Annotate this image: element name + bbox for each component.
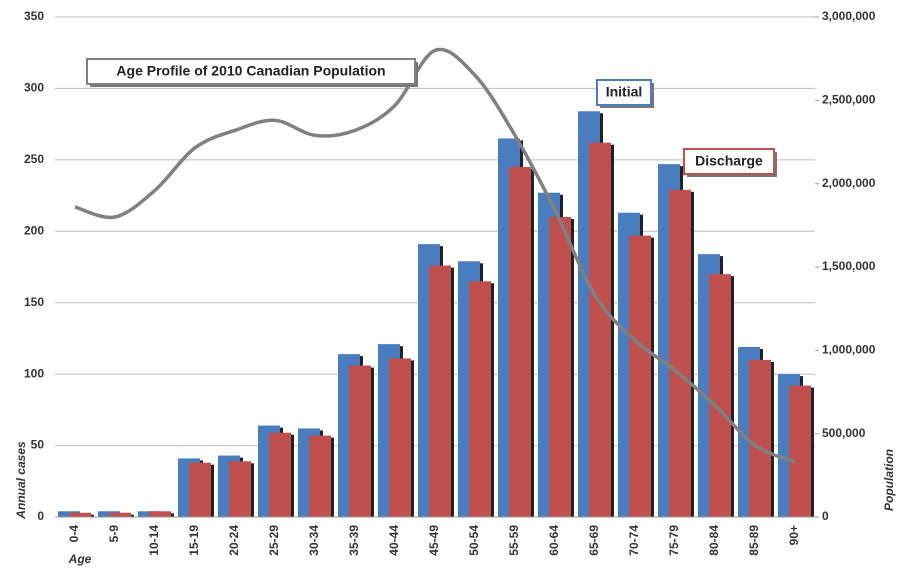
- x-tick-label: 35-39: [347, 525, 361, 556]
- y-tick-label: 150: [24, 295, 44, 309]
- y2-tick-label: 3,000,000: [822, 9, 876, 23]
- y2-tick-label: 1,000,000: [822, 343, 876, 357]
- x-tick-label: 25-29: [267, 525, 281, 556]
- bar: [109, 512, 131, 517]
- x-tick-label: 5-9: [107, 525, 121, 543]
- y2-tick-label: 0: [822, 509, 829, 523]
- x-tick-label: 10-14: [147, 525, 161, 556]
- x-tick-label: 65-69: [587, 525, 601, 556]
- y-axis-label: Annual cases: [14, 441, 28, 520]
- bar: [189, 462, 211, 517]
- x-tick-label: 50-54: [467, 525, 481, 556]
- y-tick-label: 200: [24, 223, 44, 237]
- y-tick-label: 350: [24, 9, 44, 23]
- bar: [669, 189, 691, 517]
- legend-label: Discharge: [695, 153, 763, 169]
- y-tick-label: 250: [24, 152, 44, 166]
- bar: [269, 432, 291, 517]
- x-tick-label: 30-34: [307, 525, 321, 556]
- bar: [509, 167, 531, 517]
- x-tick-label: 0-4: [67, 525, 81, 543]
- y2-axis-label: Population: [882, 449, 896, 511]
- x-tick-label: 15-19: [187, 525, 201, 556]
- y2-tick-label: 2,500,000: [822, 93, 876, 107]
- bar: [789, 385, 811, 517]
- bar: [349, 365, 371, 517]
- bar: [149, 511, 171, 517]
- legend-box: [596, 79, 652, 106]
- bar: [549, 217, 571, 517]
- x-tick-label: 80-84: [707, 525, 721, 556]
- bar: [389, 358, 411, 517]
- y-tick-label: 100: [24, 366, 44, 380]
- bar: [589, 142, 611, 517]
- y2-tick-label: 2,000,000: [822, 176, 876, 190]
- bar: [629, 235, 651, 518]
- legend-box: [86, 58, 416, 85]
- legend-box: [683, 148, 775, 175]
- x-tick-label: 20-24: [227, 525, 241, 556]
- y-tick-label: 0: [37, 509, 44, 523]
- x-tick-label: 85-89: [747, 525, 761, 556]
- x-tick-label: 55-59: [507, 525, 521, 556]
- legend-label: Initial: [606, 84, 643, 100]
- legend-label: Age Profile of 2010 Canadian Population: [116, 63, 385, 79]
- bar: [709, 274, 731, 517]
- bar: [309, 435, 331, 517]
- x-axis-label: Age: [68, 552, 92, 566]
- x-tick-label: 90+: [787, 525, 801, 545]
- x-tick-label: 45-49: [427, 525, 441, 556]
- bar: [469, 281, 491, 517]
- population-line: [74, 47, 796, 464]
- bar: [69, 512, 91, 517]
- y2-tick-label: 1,500,000: [822, 259, 876, 273]
- y2-tick-label: 500,000: [822, 426, 866, 440]
- x-tick-label: 60-64: [547, 525, 561, 556]
- y-tick-label: 300: [24, 81, 44, 95]
- x-tick-label: 75-79: [667, 525, 681, 556]
- x-tick-label: 40-44: [387, 525, 401, 556]
- bar: [749, 359, 771, 517]
- y-tick-label: 50: [31, 438, 45, 452]
- bar: [429, 265, 451, 517]
- bar: [229, 461, 251, 517]
- x-tick-label: 70-74: [627, 525, 641, 556]
